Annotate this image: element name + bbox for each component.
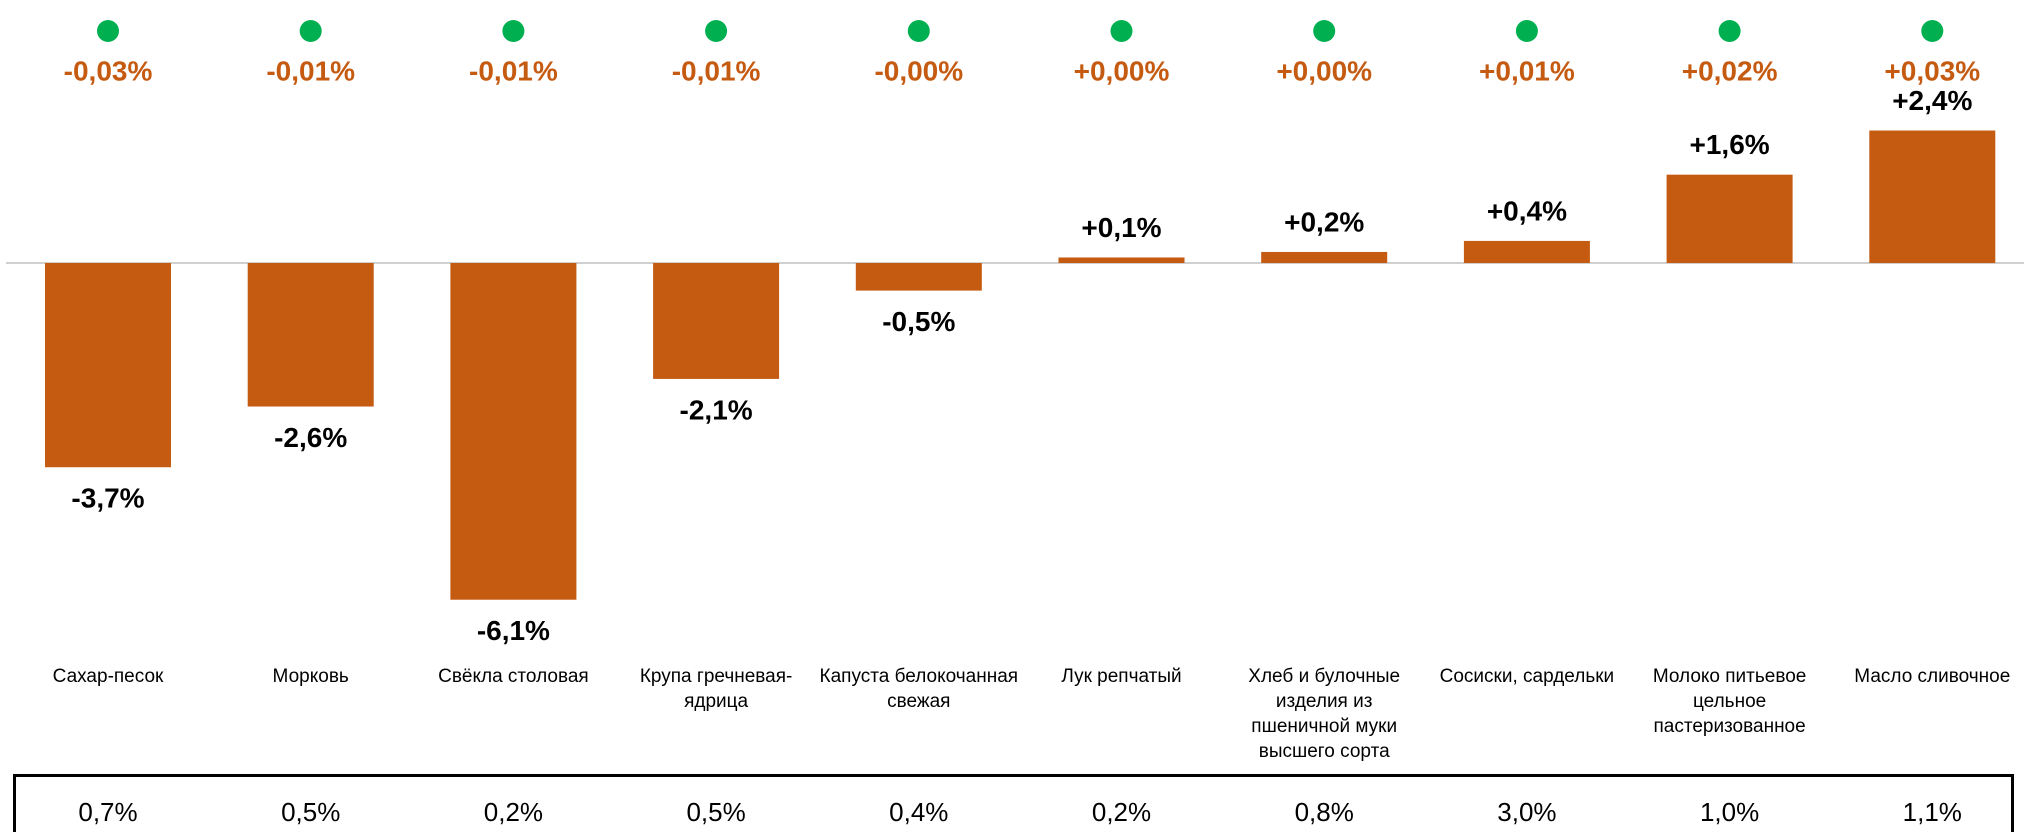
category-label: Лук репчатый xyxy=(1061,666,1182,687)
category-label: Молоко питьевое цельное пастеризованное xyxy=(1652,666,1807,737)
value-label: -3,7% xyxy=(71,483,144,514)
category-label: Капуста белокочанная свежая xyxy=(819,666,1019,712)
contribution-label: +0,00% xyxy=(1276,55,1372,86)
status-dot xyxy=(1110,20,1133,42)
weight-label: 1,0% xyxy=(1700,797,1759,827)
weight-label: 1,1% xyxy=(1903,797,1962,827)
bar xyxy=(1058,257,1185,263)
status-dot xyxy=(97,20,119,42)
bar xyxy=(1463,240,1590,263)
weight-label: 0,2% xyxy=(484,797,543,827)
contribution-label: -0,00% xyxy=(874,55,963,86)
bar xyxy=(855,263,982,291)
value-label: +0,4% xyxy=(1487,195,1567,226)
weight-label: 0,8% xyxy=(1295,797,1354,827)
bar xyxy=(653,263,780,379)
weights-table xyxy=(13,774,2014,832)
value-label: +1,6% xyxy=(1690,129,1770,160)
status-dot xyxy=(502,20,525,42)
contribution-label: -0,01% xyxy=(469,55,558,86)
value-label: -0,5% xyxy=(882,306,955,337)
contribution-label: +0,00% xyxy=(1074,55,1170,86)
bar xyxy=(1869,130,1996,263)
category-label: Сосиски, сардельки xyxy=(1439,666,1615,687)
weight-label: 0,5% xyxy=(281,797,340,827)
category-label: Крупа гречневая-ядрица xyxy=(639,666,793,712)
bar xyxy=(247,263,374,407)
bar xyxy=(1261,251,1388,263)
status-dot xyxy=(299,20,322,42)
contribution-label: -0,03% xyxy=(64,55,153,86)
weight-label: 3,0% xyxy=(1497,797,1556,827)
value-label: -6,1% xyxy=(477,615,550,646)
contribution-label: +0,02% xyxy=(1682,55,1778,86)
value-label: +0,2% xyxy=(1284,206,1364,237)
value-label: -2,1% xyxy=(680,394,753,425)
contribution-label: +0,03% xyxy=(1884,55,1980,86)
status-dot xyxy=(1718,20,1741,42)
value-label: +2,4% xyxy=(1892,85,1972,116)
status-dot xyxy=(1515,20,1538,42)
status-dot xyxy=(1921,20,1944,42)
value-label: +0,1% xyxy=(1081,212,1161,243)
category-label: Морковь xyxy=(272,666,349,687)
weight-label: 0,5% xyxy=(686,797,745,827)
status-dot xyxy=(705,20,728,42)
value-label: -2,6% xyxy=(274,422,347,453)
category-label: Хлеб и булочные изделия из пшеничной мук… xyxy=(1248,666,1401,762)
category-label: Масло сливочное xyxy=(1854,666,2011,687)
status-dot xyxy=(907,20,930,42)
contribution-label: -0,01% xyxy=(266,55,355,86)
weight-label: 0,7% xyxy=(78,797,137,827)
category-label: Свёкла столовая xyxy=(438,666,589,687)
status-dot xyxy=(1313,20,1336,42)
contribution-label: +0,01% xyxy=(1479,55,1575,86)
bar xyxy=(450,263,577,600)
bar xyxy=(45,263,171,468)
weight-label: 0,4% xyxy=(889,797,948,827)
bar xyxy=(1666,174,1793,263)
contribution-label: -0,01% xyxy=(672,55,761,86)
category-label: Сахар-песок xyxy=(52,666,164,687)
weight-label: 0,2% xyxy=(1092,797,1151,827)
